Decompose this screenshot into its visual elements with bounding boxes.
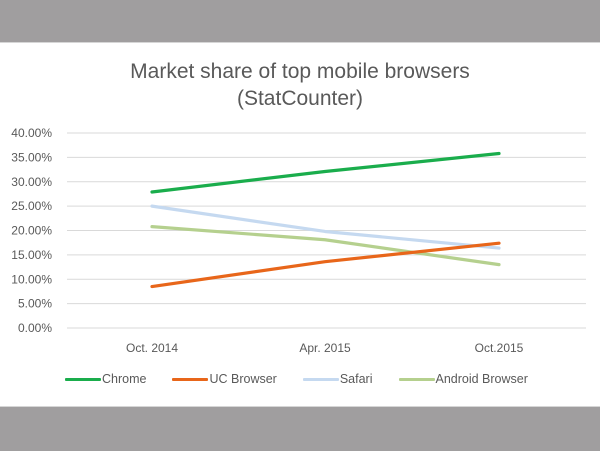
x-tick-label: Oct. 2014 — [126, 341, 178, 355]
legend-label: Android Browser — [435, 372, 528, 386]
chart-title-line1: Market share of top mobile browsers — [130, 60, 470, 83]
top-gray-band — [0, 0, 600, 43]
legend-label: Safari — [339, 372, 373, 386]
y-tick-label: 30.00% — [11, 175, 52, 189]
legend-swatch — [65, 377, 101, 381]
series-line-android-browser — [150, 225, 501, 267]
bottom-gray-band — [0, 406, 600, 451]
y-tick-label: 0.00% — [18, 321, 52, 335]
legend-swatch — [302, 377, 339, 381]
y-tick-label: 5.00% — [18, 297, 52, 311]
y-tick-label: 25.00% — [11, 199, 52, 213]
y-tick-label: 20.00% — [11, 224, 52, 238]
legend-swatch — [398, 377, 435, 381]
legend-swatch — [172, 377, 209, 381]
legend-item-chrome: Chrome — [65, 372, 146, 386]
chart-title-line2: (StatCounter) — [236, 87, 364, 110]
y-tick-label: 10.00% — [11, 272, 52, 286]
series-line-safari — [150, 204, 501, 250]
legend-item-android-browser: Android Browser — [398, 372, 528, 386]
series-line-uc-browser — [150, 241, 501, 289]
chart-title: Market share of top mobile browsers (Sta… — [0, 58, 600, 112]
series-lines — [150, 151, 501, 289]
y-tick-label: 40.00% — [11, 126, 52, 140]
y-tick-label: 35.00% — [11, 150, 52, 164]
legend-label: UC Browser — [209, 372, 277, 386]
x-tick-label: Apr. 2015 — [299, 341, 351, 355]
chart-legend: Chrome UC Browser Safari Android Browser — [65, 372, 528, 386]
series-line-chrome — [150, 151, 501, 194]
y-axis-ticks: 0.00% 5.00% 10.00% 15.00% 20.00% 25.00% 30.00%… — [11, 126, 52, 335]
y-tick-label: 15.00% — [11, 248, 52, 262]
legend-item-uc-browser: UC Browser — [172, 372, 277, 386]
legend-label: Chrome — [102, 372, 147, 386]
x-axis-ticks: Oct. 2014 Apr. 2015 Oct.2015 — [126, 341, 524, 355]
legend-item-safari: Safari — [302, 372, 373, 386]
x-tick-label: Oct.2015 — [475, 341, 524, 355]
